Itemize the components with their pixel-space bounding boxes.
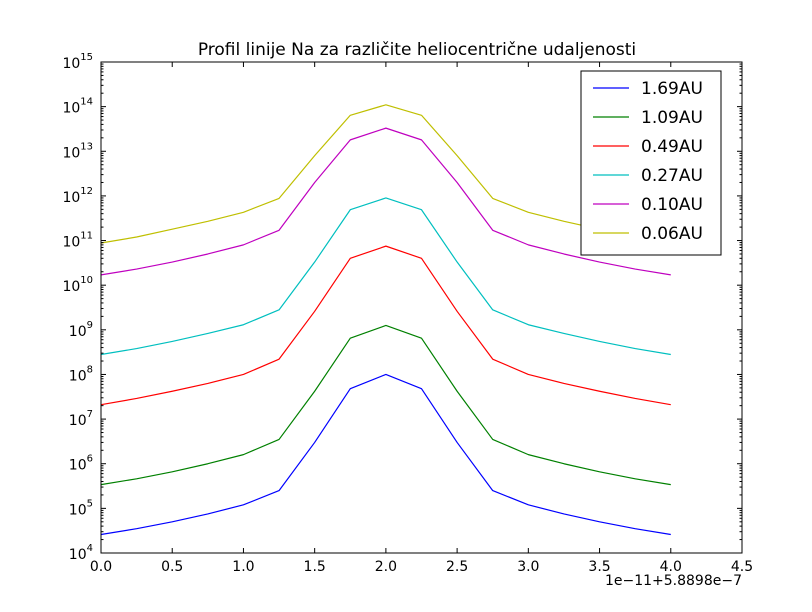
y-tick-base: 10 <box>69 413 87 429</box>
x-tick-label: 0.0 <box>90 559 112 575</box>
legend-label: 0.49AU <box>641 137 703 157</box>
y-tick-base: 10 <box>69 458 87 474</box>
chart-title: Profil linije Na za različite heliocentr… <box>198 40 636 60</box>
y-tick-exponent: 12 <box>80 186 93 197</box>
y-tick-label: 104 <box>69 543 93 563</box>
y-tick-exponent: 14 <box>80 97 93 108</box>
y-tick-base: 10 <box>62 101 80 117</box>
x-tick-label: 2.5 <box>446 559 468 575</box>
y-tick-label: 1013 <box>62 141 93 161</box>
y-tick-exponent: 9 <box>87 320 93 331</box>
series-line-0.49AU <box>100 245 671 406</box>
series-line-1.09AU <box>100 324 671 486</box>
x-tick-label: 0.5 <box>161 559 183 575</box>
x-tick-label: 1.5 <box>304 559 326 575</box>
x-tick-label: 4.0 <box>660 559 682 575</box>
y-tick-label: 1015 <box>62 52 93 72</box>
y-tick-exponent: 6 <box>87 454 93 465</box>
y-tick-exponent: 5 <box>87 498 93 509</box>
x-axis-ticks: 0.0 0.5 1.0 1.5 2.0 2.5 3.0 3.5 4.0 4.5 <box>90 62 753 575</box>
y-tick-label: 1010 <box>62 275 93 295</box>
x-tick-label: 2.0 <box>375 559 397 575</box>
x-tick-label: 3.5 <box>588 559 610 575</box>
series-line-0.27AU <box>100 197 671 356</box>
legend-label: 0.27AU <box>641 166 703 186</box>
series-line-1.69AU <box>100 373 671 536</box>
y-tick-base: 10 <box>69 368 87 384</box>
y-tick-base: 10 <box>62 145 80 161</box>
series-line-0.06AU <box>100 104 671 244</box>
y-tick-exponent: 13 <box>80 141 93 152</box>
y-tick-label: 107 <box>69 409 93 429</box>
y-tick-label: 1014 <box>62 97 93 117</box>
y-tick-exponent: 7 <box>87 409 93 420</box>
y-tick-exponent: 11 <box>80 231 93 242</box>
x-tick-label: 4.5 <box>731 559 753 575</box>
y-tick-label: 109 <box>69 320 93 340</box>
y-tick-exponent: 15 <box>80 52 93 63</box>
y-tick-base: 10 <box>69 502 87 518</box>
legend-label: 0.10AU <box>641 195 703 215</box>
y-tick-base: 10 <box>62 190 80 206</box>
y-tick-base: 10 <box>69 324 87 340</box>
x-tick-label: 1.0 <box>232 559 254 575</box>
y-tick-label: 106 <box>69 454 93 474</box>
y-tick-label: 105 <box>69 498 93 518</box>
x-axis-offset-label: 1e−11+5.8898e−7 <box>605 573 742 589</box>
y-tick-label: 108 <box>69 364 93 384</box>
y-tick-label: 1012 <box>62 186 93 206</box>
legend-label: 0.06AU <box>641 224 703 244</box>
y-tick-base: 10 <box>62 279 80 295</box>
legend-box <box>580 70 722 256</box>
y-axis-ticks: 1041051061071081091010101110121013101410… <box>62 52 742 563</box>
y-tick-base: 10 <box>69 547 87 563</box>
legend-label: 1.69AU <box>641 79 703 99</box>
x-tick-label: 3.0 <box>517 559 539 575</box>
legend-label: 1.09AU <box>641 108 703 128</box>
series-line-0.10AU <box>100 127 671 276</box>
y-tick-exponent: 4 <box>87 543 93 554</box>
legend: 1.69AU 1.09AU 0.49AU 0.27AU 0.10AU 0.06AU <box>580 70 722 256</box>
plot-frame <box>100 61 743 554</box>
y-tick-exponent: 8 <box>87 364 93 375</box>
y-tick-exponent: 10 <box>80 275 93 286</box>
series-layer <box>100 104 671 536</box>
y-tick-base: 10 <box>62 56 80 72</box>
y-tick-label: 1011 <box>62 231 93 251</box>
y-tick-base: 10 <box>62 235 80 251</box>
